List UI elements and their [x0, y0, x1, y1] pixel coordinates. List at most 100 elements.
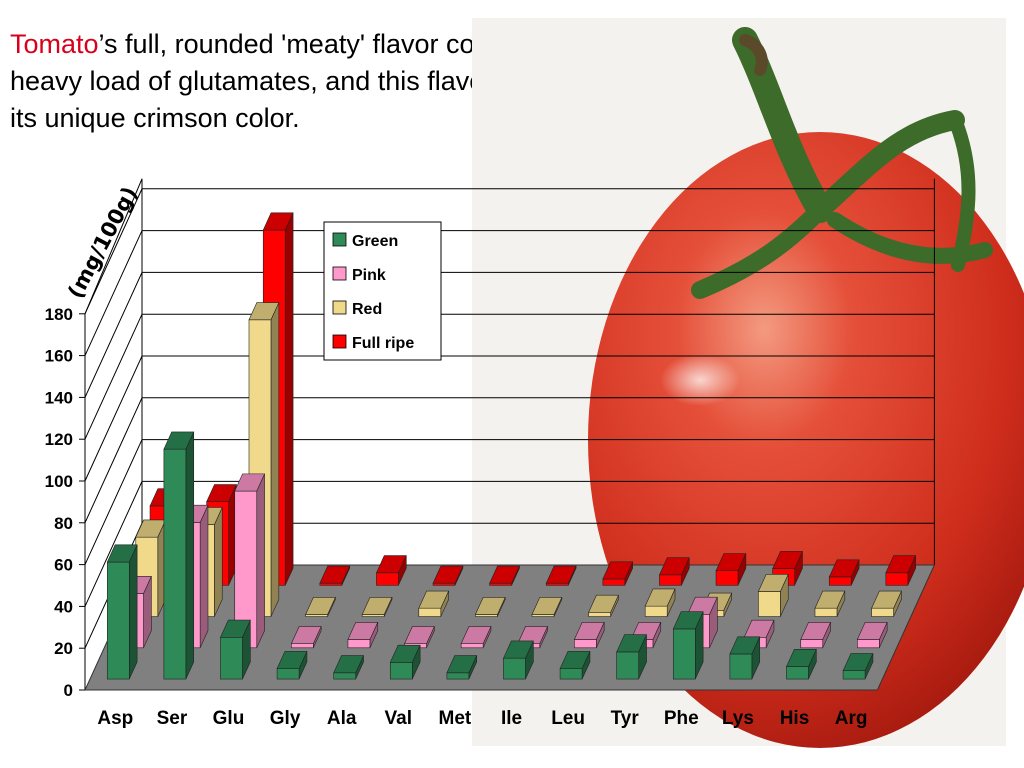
gridline-120	[84, 313, 935, 440]
bar-side	[270, 302, 280, 617]
gridline-140	[84, 271, 935, 398]
x-category-label: Ala	[327, 708, 357, 729]
bar-front	[531, 614, 555, 617]
gridline-100	[84, 355, 935, 482]
bar-pink-his	[800, 621, 832, 649]
y-tick-label: 20	[54, 639, 73, 658]
bar-front	[333, 672, 356, 680]
bar-top	[531, 596, 563, 615]
legend-label: Red	[352, 301, 382, 318]
headline-highlight: Tomato	[10, 29, 99, 59]
bar-front	[276, 668, 300, 680]
gridline-160	[84, 230, 935, 356]
bar-front	[814, 607, 838, 617]
bar-green-his	[786, 649, 817, 680]
bar-top	[220, 619, 251, 638]
bar-top	[658, 557, 690, 576]
bar-pink-glu	[234, 473, 266, 649]
bar-pink-gly	[290, 626, 322, 649]
bar-front	[885, 572, 909, 586]
bar-top	[248, 302, 280, 321]
bar-top	[418, 590, 450, 609]
bar-pink-leu	[573, 621, 605, 649]
bar-top	[871, 590, 902, 609]
bar-side	[199, 505, 209, 648]
bar-red-tyr	[644, 588, 676, 617]
bar-front	[616, 651, 639, 680]
bar-pink-ala	[347, 621, 379, 649]
bar-top	[404, 626, 435, 644]
bar-top	[234, 473, 266, 492]
y-tick-label: 0	[64, 681, 73, 700]
bar-side	[214, 507, 223, 617]
y-tick-label: 120	[45, 430, 73, 449]
bar-red-his	[814, 590, 846, 617]
gridline-180	[84, 188, 935, 315]
bar-top	[573, 621, 605, 640]
bar-top	[290, 626, 322, 644]
bar-top	[672, 611, 704, 630]
bar-top	[474, 596, 506, 615]
bar-top	[163, 431, 195, 450]
bar-red-met	[474, 596, 506, 617]
bar-red-ala	[361, 596, 393, 617]
bar-front	[828, 576, 852, 586]
bar-side	[284, 212, 294, 586]
bar-front	[786, 666, 809, 680]
bar-front	[871, 607, 894, 617]
bar-front	[559, 668, 583, 680]
x-category-label: Val	[385, 708, 412, 729]
x-category-label: Glu	[213, 708, 245, 729]
bar-front	[545, 582, 569, 586]
bar-front	[432, 582, 456, 586]
bar-top	[206, 484, 237, 503]
bar-top	[347, 621, 379, 640]
tomato-stem	[691, 27, 993, 299]
bar-top	[856, 621, 888, 640]
bar-top	[842, 653, 874, 672]
bar-side	[128, 544, 138, 680]
bar-front	[291, 643, 314, 649]
bar-top	[333, 655, 364, 674]
bar-front	[644, 605, 668, 617]
gridline-80	[84, 397, 935, 524]
bar-front	[857, 639, 880, 649]
bar-front	[659, 574, 682, 586]
bar-full-ripe-arg	[885, 555, 917, 586]
bar-top	[729, 636, 761, 655]
x-category-label: Tyr	[611, 708, 640, 729]
bar-full-ripe-gly	[319, 565, 351, 586]
bar-green-met	[446, 655, 478, 680]
bar-front	[475, 614, 498, 617]
bar-green-ala	[333, 655, 364, 680]
chart-bars	[106, 212, 917, 680]
legend-swatch	[332, 300, 347, 315]
bar-front	[446, 672, 470, 680]
bar-top	[786, 649, 817, 667]
bar-front	[729, 653, 753, 680]
bar-top	[828, 559, 860, 578]
bar-front	[758, 591, 781, 617]
bar-top	[460, 626, 492, 644]
bar-top	[715, 553, 747, 571]
x-category-label: Met	[439, 708, 472, 729]
bar-top	[814, 590, 846, 609]
bar-pink-arg	[856, 621, 888, 649]
bar-full-ripe-met	[489, 565, 520, 586]
chart-legend: Green Pink Red Full ripe	[323, 221, 442, 361]
bar-top	[588, 594, 619, 613]
bar-green-tyr	[616, 634, 647, 680]
x-category-label: Leu	[551, 708, 585, 729]
bar-top	[319, 565, 351, 584]
bar-green-leu	[559, 651, 591, 680]
bar-front	[347, 639, 371, 649]
bar-front	[672, 628, 696, 680]
legend-swatch	[332, 334, 347, 349]
bar-red-ile	[531, 596, 563, 617]
bar-red-lys	[757, 573, 789, 617]
bar-red-arg	[871, 590, 902, 617]
bar-top	[616, 634, 647, 653]
bar-top	[772, 551, 803, 569]
bar-top	[446, 655, 478, 674]
